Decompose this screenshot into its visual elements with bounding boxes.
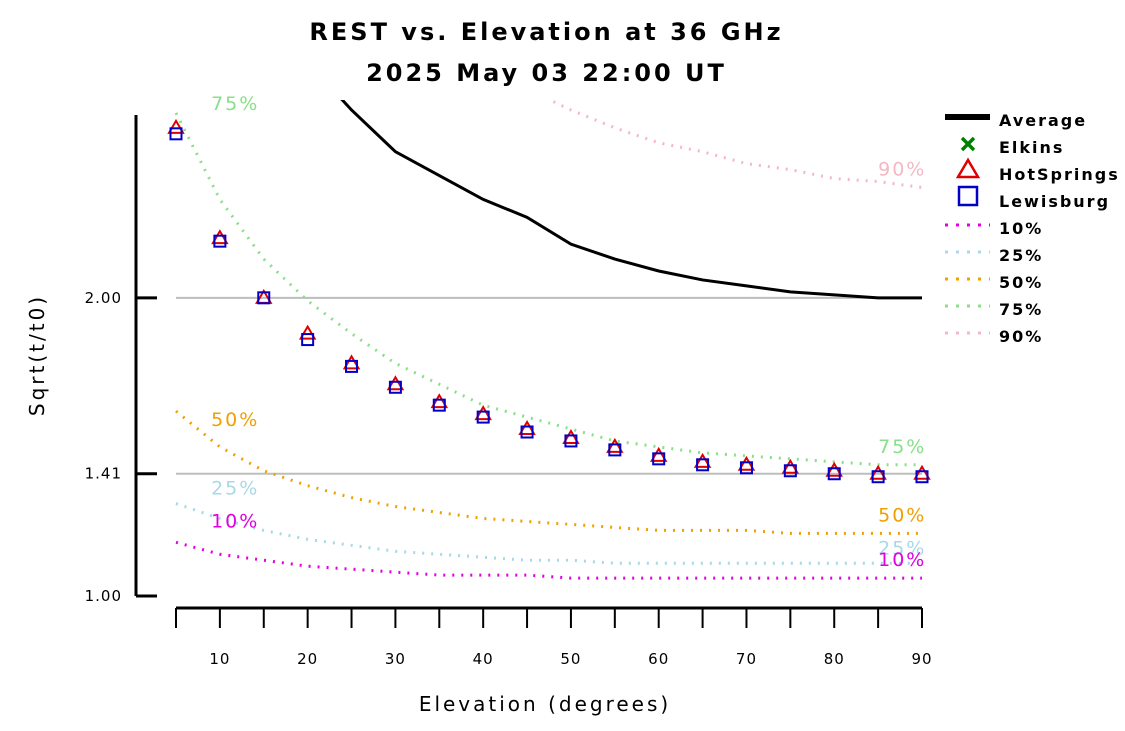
- point-lewisburg: [345, 359, 359, 373]
- point-lewisburg: [871, 470, 885, 484]
- point-lewisburg: [652, 452, 666, 466]
- chart-subtitle: 2025 May 03 22:00 UT: [366, 59, 727, 87]
- x-tick-label-2: 30: [385, 650, 406, 668]
- series-line-average: [340, 100, 922, 300]
- point-hotsprings: [430, 393, 449, 409]
- point-hotsprings: [518, 420, 536, 436]
- x-tick-label-3: 40: [473, 650, 494, 668]
- x-tick-label-0: 10: [209, 650, 230, 668]
- legend-label-lewisburg: Lewisburg: [999, 192, 1110, 211]
- point-hotsprings: [825, 461, 843, 477]
- y-tick-label-2: 2.00: [85, 289, 122, 307]
- point-lewisburg: [520, 425, 534, 439]
- x-tick-label-4: 50: [560, 650, 581, 668]
- point-hotsprings: [298, 324, 317, 340]
- series-line-10pct: [175, 540, 922, 580]
- legend-label-elkins: Elkins: [999, 138, 1064, 157]
- curve-label-10pct: 10%: [211, 510, 259, 532]
- point-hotsprings: [386, 375, 405, 391]
- point-lewisburg: [696, 458, 710, 472]
- x-tick-label-7: 80: [824, 650, 845, 668]
- point-hotsprings: [913, 464, 931, 480]
- y-axis-title: Sqrt(t/t0): [25, 294, 49, 416]
- curve-label-25pct: 25%: [878, 537, 926, 559]
- series-line-50pct: [175, 409, 922, 535]
- series-line-25pct: [175, 502, 922, 565]
- x-tick-label-6: 70: [736, 650, 757, 668]
- legend-swatch-hotsprings: [955, 157, 981, 179]
- legend-swatch-elkins: [960, 136, 976, 152]
- y-tick-label-1: 1.41: [85, 465, 122, 483]
- x-tick-label-1: 20: [297, 650, 318, 668]
- curve-label-75pct: 75%: [211, 93, 259, 115]
- legend-label-50pct: 50%: [999, 273, 1043, 292]
- curve-label-75pct: 75%: [878, 436, 926, 458]
- curve-label-25pct: 25%: [211, 478, 259, 500]
- legend-label-90pct: 90%: [999, 327, 1043, 346]
- point-lewisburg: [915, 470, 929, 484]
- point-hotsprings: [781, 458, 800, 474]
- series-line-75pct: [174, 112, 922, 467]
- point-hotsprings: [693, 452, 712, 468]
- point-hotsprings: [474, 405, 492, 421]
- point-lewisburg: [739, 461, 753, 475]
- point-hotsprings: [211, 229, 229, 245]
- point-lewisburg: [388, 380, 402, 394]
- x-tick-label-8: 90: [911, 650, 932, 668]
- legend-label-75pct: 75%: [999, 300, 1043, 319]
- point-lewisburg: [169, 127, 183, 141]
- curve-label-90pct: 90%: [878, 159, 926, 181]
- point-lewisburg: [564, 434, 578, 448]
- point-lewisburg: [476, 410, 490, 424]
- x-tick-label-5: 60: [648, 650, 669, 668]
- legend-swatch-lewisburg: [957, 185, 979, 207]
- legend-label-10pct: 10%: [999, 219, 1043, 238]
- point-hotsprings: [649, 446, 668, 462]
- point-lewisburg: [301, 333, 315, 347]
- point-lewisburg: [432, 398, 446, 412]
- legend-label-hotsprings: HotSprings: [999, 165, 1120, 184]
- point-hotsprings: [869, 464, 887, 480]
- y-tick-label-0: 1.00: [85, 587, 122, 605]
- series-line-90pct: [546, 100, 923, 189]
- point-hotsprings: [737, 455, 756, 471]
- curve-label-50pct: 50%: [878, 504, 926, 526]
- chart-title: REST vs. Elevation at 36 GHz: [309, 18, 784, 46]
- point-lewisburg: [783, 464, 797, 478]
- curve-label-50pct: 50%: [211, 409, 259, 431]
- point-hotsprings: [167, 118, 185, 134]
- point-lewisburg: [608, 443, 622, 457]
- legend-label-average: Average: [999, 111, 1087, 130]
- curve-label-10pct: 10%: [878, 549, 926, 571]
- legend-label-25pct: 25%: [999, 246, 1043, 265]
- point-hotsprings: [562, 428, 580, 444]
- point-hotsprings: [342, 354, 361, 370]
- point-lewisburg: [257, 291, 271, 305]
- x-axis-title: Elevation (degrees): [419, 692, 671, 716]
- point-lewisburg: [827, 467, 841, 481]
- point-lewisburg: [213, 234, 227, 248]
- point-hotsprings: [606, 437, 624, 453]
